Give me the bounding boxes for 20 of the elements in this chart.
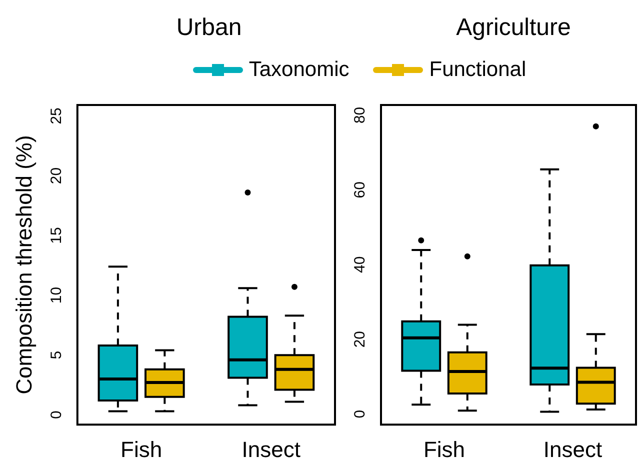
y-tick-label: 0 — [352, 410, 369, 418]
y-tick-label: 80 — [352, 106, 369, 124]
x-tick-label: Fish — [120, 436, 162, 462]
y-tick-label: 20 — [352, 330, 369, 348]
legend-label: Functional — [429, 58, 526, 82]
x-tick-label: Insect — [242, 436, 300, 462]
x-tick-label: Insect — [543, 436, 602, 462]
y-tick-label: 10 — [48, 286, 66, 304]
y-tick-label: 25 — [48, 108, 66, 124]
y-tick-label: 20 — [48, 167, 66, 184]
y-axis-title: Composition threshold (%) — [11, 135, 36, 394]
chart-title: Agriculture — [455, 13, 572, 43]
x-tick-label: Fish — [423, 436, 466, 462]
legend-label: Taxonomic — [248, 58, 350, 82]
y-tick-label: 60 — [352, 182, 369, 198]
y-tick-label: 40 — [352, 256, 369, 273]
y-tick-label: 5 — [48, 350, 66, 360]
y-tick-label: 0 — [48, 410, 66, 420]
y-tick-label: 15 — [48, 227, 66, 244]
chart-title: Urban — [175, 13, 243, 43]
